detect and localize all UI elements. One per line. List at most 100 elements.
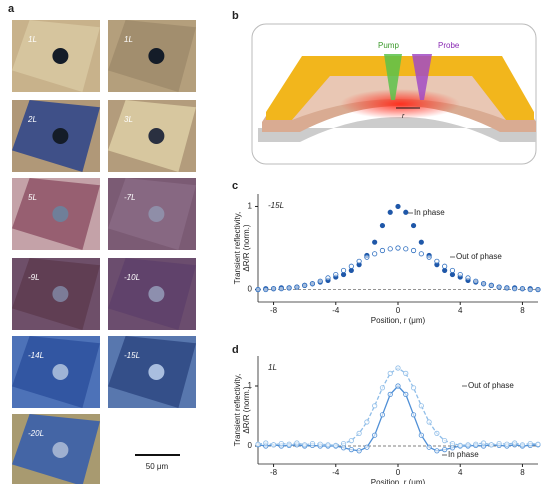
data-point (310, 441, 314, 445)
data-point (357, 431, 361, 435)
data-point (396, 366, 400, 370)
figure: a b c d r Pump Probe 50 μm 1L1L2L3L5L-7L… (0, 0, 541, 484)
data-point (528, 441, 532, 445)
data-point (489, 443, 493, 447)
data-point (380, 413, 384, 417)
data-point (536, 287, 540, 291)
x-tick-label: -4 (332, 468, 340, 477)
data-point (326, 276, 330, 280)
data-point (302, 283, 306, 287)
legend-entry: Out of phase (456, 252, 502, 261)
data-point (450, 272, 454, 276)
data-point (442, 438, 446, 442)
data-point (466, 443, 470, 447)
data-point (419, 252, 423, 256)
data-point (302, 443, 306, 447)
legend-entry: In phase (448, 450, 479, 459)
data-point (404, 210, 408, 214)
laser-spot (148, 48, 164, 64)
thickness-label: 1L (28, 35, 37, 44)
data-point (318, 279, 322, 283)
data-point (442, 264, 446, 268)
data-point (427, 420, 431, 424)
data-point (396, 246, 400, 250)
x-tick-label: 4 (458, 306, 463, 315)
data-point (287, 442, 291, 446)
data-point (505, 442, 509, 446)
data-point (419, 240, 423, 244)
data-point (520, 287, 524, 291)
data-point (380, 248, 384, 252)
y-tick-label: 1 (248, 202, 253, 211)
thickness-label: -20L (28, 429, 44, 438)
y-axis-title: Transient reflectivity, (233, 374, 242, 446)
data-point (474, 279, 478, 283)
thickness-label: -15L (124, 351, 140, 360)
legend-entry: In phase (414, 208, 445, 217)
data-point (458, 272, 462, 276)
data-point (388, 392, 392, 396)
data-point (372, 252, 376, 256)
fit-line (258, 386, 538, 451)
data-point (427, 445, 431, 449)
panel-label: b (232, 10, 239, 22)
scale-bar-label: 50 μm (146, 462, 169, 471)
data-point (349, 264, 353, 268)
data-point (474, 442, 478, 446)
data-point (365, 420, 369, 424)
data-point (326, 443, 330, 447)
data-point (349, 268, 353, 272)
data-point (411, 248, 415, 252)
data-point (341, 268, 345, 272)
data-point (334, 272, 338, 276)
data-point (264, 287, 268, 291)
data-point (404, 247, 408, 251)
data-point (427, 255, 431, 259)
data-point (295, 285, 299, 289)
data-point (341, 272, 345, 276)
thickness-label: 5L (28, 193, 37, 202)
laser-spot (52, 364, 68, 380)
y-axis-title: ΔR/R (norm.) (242, 386, 251, 433)
data-point (388, 371, 392, 375)
laser-spot (52, 442, 68, 458)
data-point (310, 282, 314, 286)
data-point (411, 223, 415, 227)
laser-spot (52, 48, 68, 64)
data-point (318, 442, 322, 446)
data-point (372, 240, 376, 244)
panel-label: c (232, 180, 238, 192)
x-tick-label: -4 (332, 306, 340, 315)
data-point (489, 283, 493, 287)
schematic-label: Pump (378, 41, 399, 50)
thickness-label: 3L (124, 115, 133, 124)
data-point (528, 287, 532, 291)
x-tick-label: -8 (270, 468, 278, 477)
schematic: r Pump Probe (252, 24, 536, 164)
data-point (388, 210, 392, 214)
data-point (450, 268, 454, 272)
sample-label: 1L (268, 363, 277, 372)
y-tick-label: 0 (248, 285, 253, 294)
data-point (419, 433, 423, 437)
data-point (264, 441, 268, 445)
data-point (279, 441, 283, 445)
data-point (256, 287, 260, 291)
data-point (419, 404, 423, 408)
data-point (536, 442, 540, 446)
thickness-label: 1L (124, 35, 133, 44)
x-tick-label: 0 (396, 306, 401, 315)
data-point (450, 441, 454, 445)
data-point (505, 286, 509, 290)
data-point (349, 438, 353, 442)
sample-label: -15L (268, 201, 284, 210)
data-point (411, 413, 415, 417)
data-point (458, 443, 462, 447)
data-point (279, 287, 283, 291)
data-point (411, 386, 415, 390)
data-point (396, 384, 400, 388)
schematic-label: Probe (438, 41, 460, 50)
x-axis-title: Position, r (μm) (371, 478, 426, 484)
data-point (365, 255, 369, 259)
y-axis-title: ΔR/R (norm.) (242, 224, 251, 271)
